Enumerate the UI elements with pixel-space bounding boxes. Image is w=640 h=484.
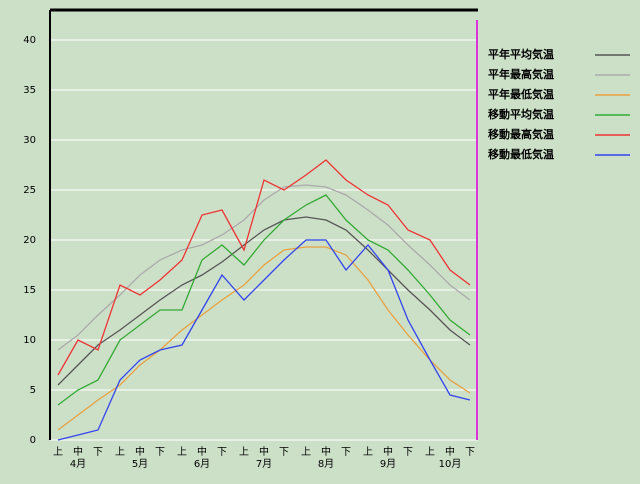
legend-label: 移動最低気温 <box>488 147 554 161</box>
month-label: 9月 <box>380 458 396 470</box>
x-tick-label: 中 <box>259 445 269 458</box>
legend-label: 移動平均気温 <box>488 107 554 121</box>
x-tick-label: 上 <box>115 446 125 458</box>
x-tick-label: 上 <box>177 446 187 458</box>
x-tick-label: 下 <box>155 447 165 458</box>
x-tick-label: 中 <box>321 445 331 458</box>
legend-label: 平年平均気温 <box>488 47 554 61</box>
x-tick-label: 中 <box>135 445 145 458</box>
x-tick-label: 上 <box>53 446 63 458</box>
x-tick-label: 中 <box>383 445 393 458</box>
y-tick-label: 35 <box>23 85 36 96</box>
y-tick-label: 0 <box>30 435 36 446</box>
legend-label: 平年最高気温 <box>488 67 554 81</box>
series-line <box>57 159 471 376</box>
legend-label: 平年最低気温 <box>488 87 554 101</box>
x-tick-label: 中 <box>73 445 83 458</box>
y-tick-label: 25 <box>23 185 36 196</box>
legend-label: 移動最高気温 <box>488 127 554 141</box>
x-tick-label: 上 <box>301 446 311 458</box>
month-label: 7月 <box>256 458 272 470</box>
x-tick-label: 下 <box>279 447 289 458</box>
series-line <box>57 194 471 406</box>
x-tick-label: 上 <box>239 446 249 458</box>
x-tick-label: 中 <box>445 445 455 458</box>
x-tick-label: 下 <box>217 447 227 458</box>
x-tick-label: 下 <box>93 447 103 458</box>
month-label: 5月 <box>132 458 148 470</box>
month-label: 10月 <box>439 458 462 470</box>
y-tick-label: 15 <box>23 285 36 296</box>
x-tick-label: 上 <box>363 446 373 458</box>
month-label: 6月 <box>194 458 210 470</box>
y-tick-label: 40 <box>23 35 36 46</box>
month-label: 4月 <box>70 458 86 470</box>
y-tick-label: 20 <box>23 235 36 246</box>
x-tick-label: 下 <box>465 447 475 458</box>
series-line <box>57 216 471 386</box>
x-tick-label: 下 <box>403 447 413 458</box>
x-tick-label: 上 <box>425 446 435 458</box>
x-tick-label: 中 <box>197 445 207 458</box>
month-label: 8月 <box>318 458 334 470</box>
y-tick-label: 30 <box>23 135 36 146</box>
series-line <box>57 239 471 441</box>
x-tick-label: 下 <box>341 447 351 458</box>
series-line <box>57 246 471 431</box>
y-tick-label: 10 <box>23 335 36 346</box>
y-tick-label: 5 <box>30 385 36 396</box>
